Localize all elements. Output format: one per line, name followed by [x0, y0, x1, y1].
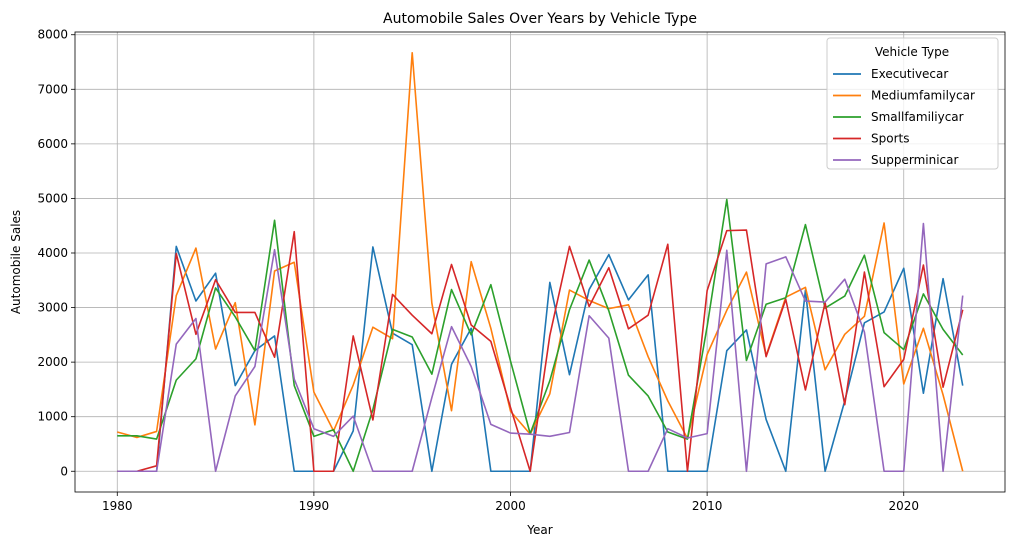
- y-tick-label: 7000: [37, 82, 68, 96]
- series-line-mediumfamilycar: [117, 51, 964, 472]
- x-tick-label: 2000: [495, 499, 526, 513]
- series-line-sports: [117, 229, 964, 473]
- legend-label-mediumfamilycar: Mediumfamilycar: [871, 89, 975, 103]
- series-lines: [117, 51, 964, 473]
- gridlines: [75, 32, 1005, 492]
- legend-label-supperminicar: Supperminicar: [871, 153, 958, 167]
- y-tick-label: 3000: [37, 301, 68, 315]
- legend-label-executivecar: Executivecar: [871, 67, 948, 81]
- y-tick-label: 2000: [37, 355, 68, 369]
- chart-title: Automobile Sales Over Years by Vehicle T…: [383, 11, 697, 27]
- legend-frame: [826, 37, 999, 170]
- axis-ticks: 1980 1990 2000 2010 2020 0 1000 2000 3000 4000 500…: [37, 28, 919, 513]
- plot-frame: [74, 31, 1006, 493]
- y-axis-label: Automobile Sales: [9, 210, 23, 314]
- x-tick-label: 1990: [299, 499, 330, 513]
- legend-title: Vehicle Type: [875, 45, 949, 59]
- series-line-supperminicar: [117, 222, 964, 473]
- y-tick-label: 8000: [37, 28, 68, 42]
- x-tick-label: 1980: [102, 499, 133, 513]
- x-axis-label: Year: [526, 523, 552, 537]
- legend-label-smallfamiliycar: Smallfamiliycar: [871, 110, 964, 124]
- y-tick-label: 0: [60, 464, 68, 478]
- legend-label-sports: Sports: [871, 132, 909, 146]
- x-tick-label: 2020: [888, 499, 919, 513]
- y-tick-label: 6000: [37, 137, 68, 151]
- y-tick-label: 5000: [37, 191, 68, 205]
- x-tick-label: 2010: [692, 499, 723, 513]
- y-tick-label: 1000: [37, 410, 68, 424]
- y-tick-label: 4000: [37, 246, 68, 260]
- legend: Vehicle Type Executivecar Mediumfamilycar…: [826, 37, 999, 170]
